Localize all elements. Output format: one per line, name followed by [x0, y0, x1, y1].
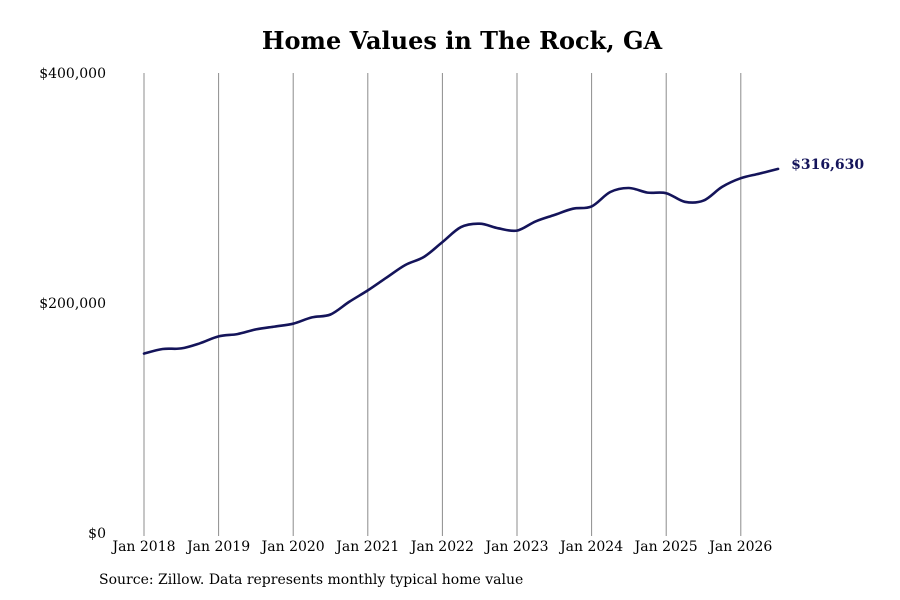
series-layer: $316,630: [144, 157, 864, 354]
x-tick-label: Jan 2026: [707, 539, 772, 555]
x-tick-label: Jan 2022: [409, 539, 474, 555]
y-tick-label: $0: [88, 526, 106, 542]
x-tick-label: Jan 2018: [110, 539, 175, 555]
x-tick-label: Jan 2025: [633, 539, 698, 555]
x-tick-label: Jan 2019: [185, 539, 250, 555]
x-tick-label: Jan 2024: [558, 539, 623, 555]
source-note: Source: Zillow. Data represents monthly …: [99, 572, 523, 588]
end-value-label: $316,630: [791, 157, 864, 173]
y-tick-label: $400,000: [39, 66, 106, 82]
series-line: [144, 169, 778, 354]
x-axis-ticks: Jan 2018 Jan 2019 Jan 2020 Jan 2021 Jan 2022…: [110, 539, 772, 555]
x-tick-label: Jan 2021: [334, 539, 399, 555]
x-tick-label: Jan 2023: [483, 539, 548, 555]
x-tick-label: Jan 2020: [260, 539, 325, 555]
y-axis-ticks: $0 $200,000 $400,000: [39, 66, 106, 542]
gridlines: [144, 73, 741, 536]
y-tick-label: $200,000: [39, 296, 106, 312]
